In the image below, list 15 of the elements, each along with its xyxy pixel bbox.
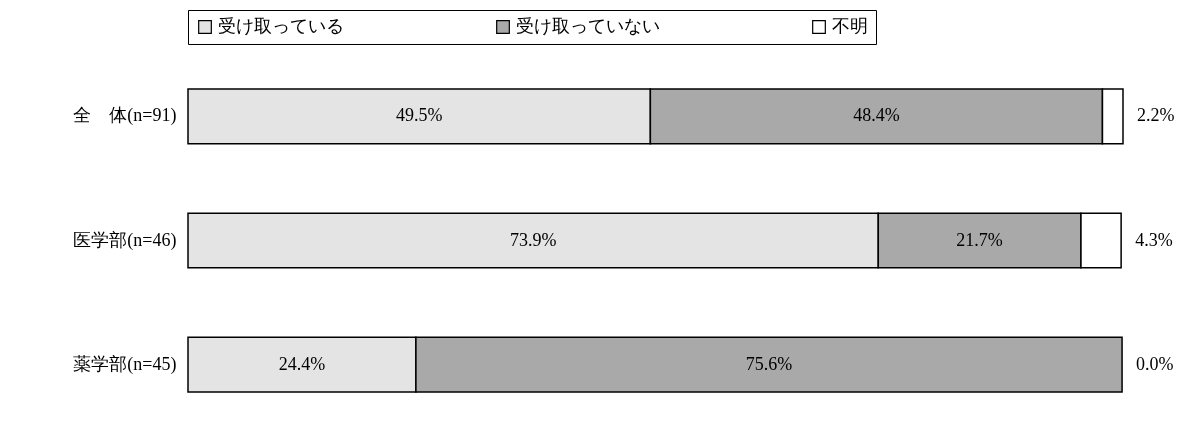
legend-label: 不明 [832,16,868,36]
data-label: 0.0% [1136,353,1174,374]
y-tick-label: 医学部(n=46) [73,229,177,251]
y-tick-label: 薬学部(n=45) [73,353,177,375]
data-label: 21.7% [956,229,1003,250]
data-label: 48.4% [853,105,900,126]
data-label: 2.2% [1137,105,1175,126]
legend-label: 受け取っている [218,16,344,36]
data-label: 24.4% [278,353,326,374]
legend-label: 受け取っていない [516,16,660,36]
data-label: 75.6% [745,353,793,374]
y-tick-label: 全 体(n=91) [73,105,177,127]
data-label: 73.9% [509,229,557,250]
data-label: 49.5% [395,105,443,126]
data-label: 4.3% [1135,229,1173,250]
